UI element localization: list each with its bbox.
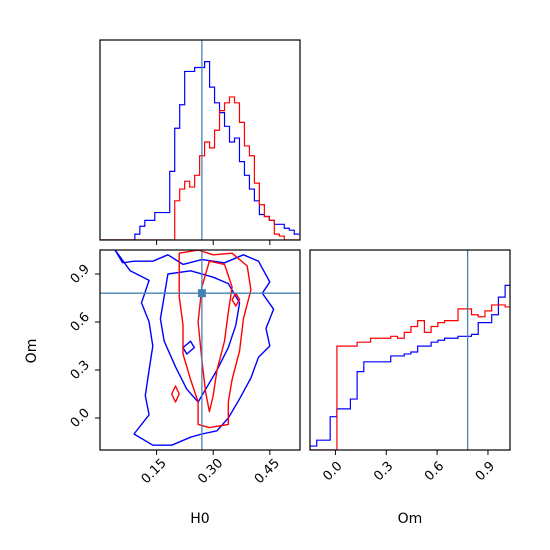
- contour-panel-frame: [99, 249, 301, 451]
- y-axis-label-om: Om: [24, 339, 40, 364]
- x-axis-label-om: Om: [398, 511, 423, 527]
- hist-series-group: [100, 61, 300, 240]
- om-histogram-frame: [309, 249, 511, 451]
- histogram-series-1: [310, 284, 510, 450]
- contour-series-1-level-1: [114, 250, 275, 446]
- contour-series-1-level-3: [182, 340, 196, 355]
- hist-series-group: [310, 284, 510, 450]
- truth-marker: [197, 289, 206, 298]
- contour-series-group: [114, 250, 275, 446]
- contour-series-1-level-2: [159, 270, 241, 403]
- contour-series-2-level-3: [170, 385, 180, 403]
- histogram-series-2: [100, 96, 300, 240]
- h0-histogram-panel: [99, 39, 301, 245]
- histogram-series-2: [310, 304, 510, 450]
- contour-series-2-level-1: [178, 250, 252, 429]
- h0-histogram-frame: [99, 39, 301, 241]
- contour-series-2-level-2: [197, 260, 233, 413]
- x-axis-label-h0: H0: [190, 511, 209, 527]
